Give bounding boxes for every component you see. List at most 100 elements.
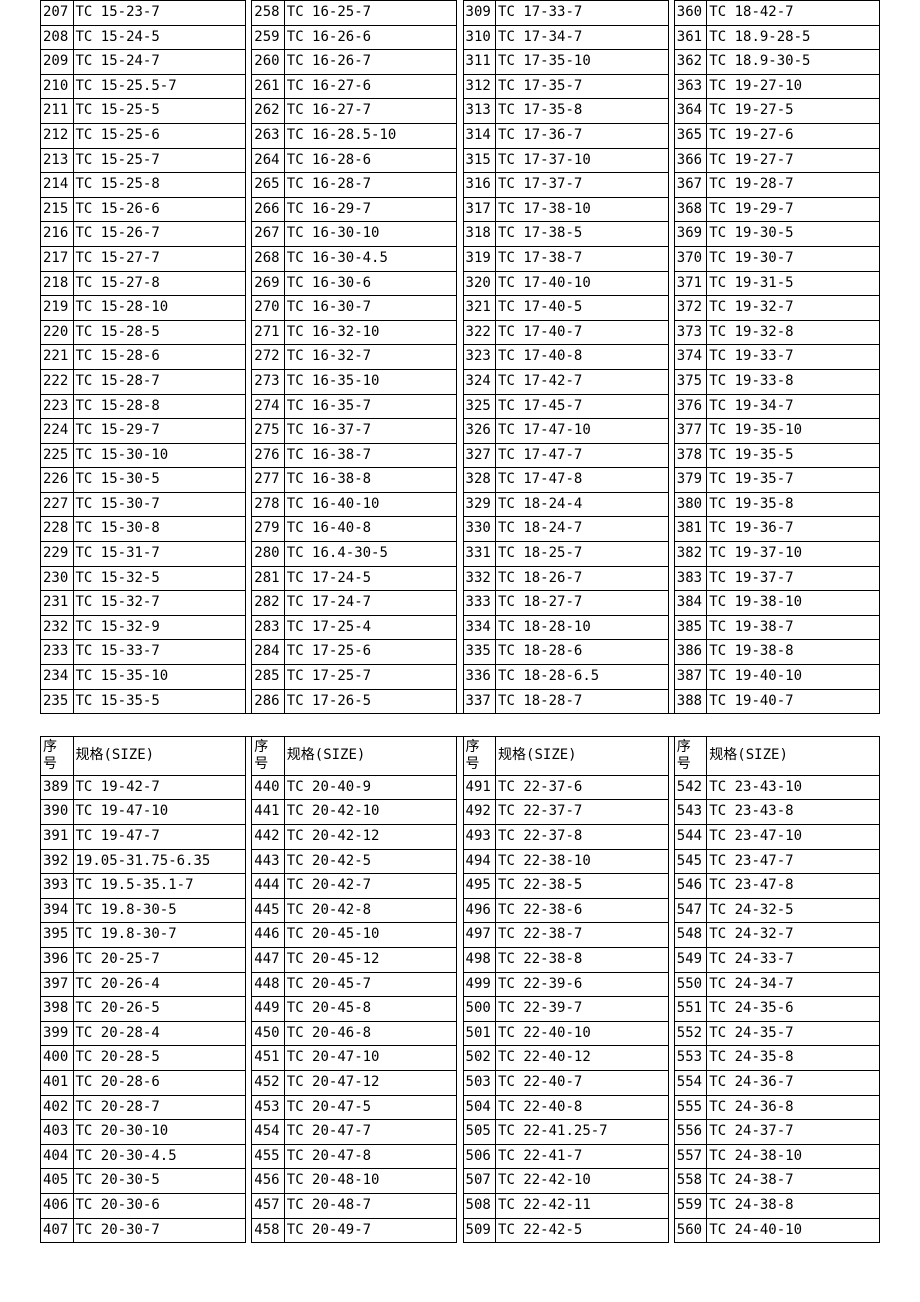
seq-cell: 383 bbox=[674, 566, 707, 591]
seq-cell: 228 bbox=[41, 517, 74, 542]
spec-cell: TC 24-36-7 bbox=[707, 1070, 880, 1095]
seq-cell: 333 bbox=[463, 591, 496, 616]
spec-cell: TC 24-37-7 bbox=[707, 1120, 880, 1145]
seq-cell: 491 bbox=[463, 775, 496, 800]
seq-cell: 218 bbox=[41, 271, 74, 296]
spec-cell: TC 19-27-6 bbox=[707, 123, 880, 148]
seq-cell: 217 bbox=[41, 246, 74, 271]
header-seq: 序号 bbox=[674, 737, 707, 776]
spec-cell: TC 16-28.5-10 bbox=[284, 123, 457, 148]
spec-cell: TC 18-25-7 bbox=[496, 542, 669, 567]
seq-cell: 406 bbox=[41, 1193, 74, 1218]
spec-cell: TC 23-43-8 bbox=[707, 800, 880, 825]
seq-cell: 503 bbox=[463, 1070, 496, 1095]
seq-cell: 325 bbox=[463, 394, 496, 419]
spec-cell: TC 19-35-10 bbox=[707, 419, 880, 444]
spec-cell: TC 19-32-8 bbox=[707, 320, 880, 345]
spec-cell: TC 24-32-7 bbox=[707, 923, 880, 948]
seq-cell: 207 bbox=[41, 1, 74, 26]
seq-cell: 455 bbox=[252, 1144, 285, 1169]
spec-cell: TC 17-24-7 bbox=[284, 591, 457, 616]
seq-cell: 214 bbox=[41, 173, 74, 198]
seq-cell: 315 bbox=[463, 148, 496, 173]
seq-cell: 213 bbox=[41, 148, 74, 173]
seq-cell: 219 bbox=[41, 296, 74, 321]
spec-cell: TC 18-28-7 bbox=[496, 689, 669, 714]
seq-cell: 285 bbox=[252, 665, 285, 690]
seq-cell: 334 bbox=[463, 615, 496, 640]
spec-cell: TC 17-42-7 bbox=[496, 369, 669, 394]
seq-cell: 312 bbox=[463, 74, 496, 99]
seq-cell: 362 bbox=[674, 50, 707, 75]
seq-cell: 394 bbox=[41, 898, 74, 923]
seq-cell: 361 bbox=[674, 25, 707, 50]
seq-cell: 267 bbox=[252, 222, 285, 247]
seq-cell: 456 bbox=[252, 1169, 285, 1194]
seq-cell: 399 bbox=[41, 1021, 74, 1046]
spec-cell: TC 16-30-4.5 bbox=[284, 246, 457, 271]
seq-cell: 281 bbox=[252, 566, 285, 591]
seq-cell: 366 bbox=[674, 148, 707, 173]
spec-cell: TC 17-45-7 bbox=[496, 394, 669, 419]
spec-cell: TC 19-31-5 bbox=[707, 271, 880, 296]
spec-cell: TC 22-38-6 bbox=[496, 898, 669, 923]
spec-cell: TC 17-40-10 bbox=[496, 271, 669, 296]
spec-cell: TC 22-42-10 bbox=[496, 1169, 669, 1194]
spec-cell: TC 24-34-7 bbox=[707, 972, 880, 997]
seq-cell: 272 bbox=[252, 345, 285, 370]
seq-cell: 543 bbox=[674, 800, 707, 825]
header-spec: 规格(SIZE) bbox=[73, 737, 246, 776]
spec-cell: TC 16-40-8 bbox=[284, 517, 457, 542]
seq-cell: 227 bbox=[41, 492, 74, 517]
spec-cell: TC 17-25-4 bbox=[284, 615, 457, 640]
seq-cell: 277 bbox=[252, 468, 285, 493]
seq-cell: 452 bbox=[252, 1070, 285, 1095]
spec-cell: TC 15-29-7 bbox=[73, 419, 246, 444]
spec-cell: TC 20-47-8 bbox=[284, 1144, 457, 1169]
seq-cell: 389 bbox=[41, 775, 74, 800]
seq-cell: 374 bbox=[674, 345, 707, 370]
spec-cell: TC 17-40-5 bbox=[496, 296, 669, 321]
spec-cell: TC 19-27-10 bbox=[707, 74, 880, 99]
spec-cell: TC 19-37-10 bbox=[707, 542, 880, 567]
spec-cell: TC 20-42-5 bbox=[284, 849, 457, 874]
seq-cell: 492 bbox=[463, 800, 496, 825]
seq-cell: 382 bbox=[674, 542, 707, 567]
seq-cell: 442 bbox=[252, 825, 285, 850]
seq-cell: 262 bbox=[252, 99, 285, 124]
seq-cell: 443 bbox=[252, 849, 285, 874]
seq-cell: 551 bbox=[674, 997, 707, 1022]
spec-cell: TC 19-27-7 bbox=[707, 148, 880, 173]
seq-cell: 387 bbox=[674, 665, 707, 690]
seq-cell: 313 bbox=[463, 99, 496, 124]
header-seq: 序号 bbox=[463, 737, 496, 776]
spec-cell: TC 17-37-10 bbox=[496, 148, 669, 173]
seq-cell: 498 bbox=[463, 947, 496, 972]
spec-cell: TC 24-33-7 bbox=[707, 947, 880, 972]
spec-cell: TC 19-33-7 bbox=[707, 345, 880, 370]
spec-cell: TC 20-42-12 bbox=[284, 825, 457, 850]
seq-cell: 550 bbox=[674, 972, 707, 997]
seq-cell: 500 bbox=[463, 997, 496, 1022]
spec-cell: TC 24-35-7 bbox=[707, 1021, 880, 1046]
seq-cell: 496 bbox=[463, 898, 496, 923]
spec-cell: TC 17-34-7 bbox=[496, 25, 669, 50]
spec-cell: TC 15-32-9 bbox=[73, 615, 246, 640]
spec-cell: TC 22-40-8 bbox=[496, 1095, 669, 1120]
spec-cell: TC 24-35-6 bbox=[707, 997, 880, 1022]
spec-cell: TC 15-23-7 bbox=[73, 1, 246, 26]
seq-cell: 555 bbox=[674, 1095, 707, 1120]
spec-cell: TC 20-47-10 bbox=[284, 1046, 457, 1071]
seq-cell: 558 bbox=[674, 1169, 707, 1194]
spec-cell: TC 20-25-7 bbox=[73, 947, 246, 972]
seq-cell: 363 bbox=[674, 74, 707, 99]
seq-cell: 283 bbox=[252, 615, 285, 640]
spec-cell: TC 16-26-7 bbox=[284, 50, 457, 75]
spec-cell: TC 17-47-7 bbox=[496, 443, 669, 468]
spec-cell: TC 17-40-8 bbox=[496, 345, 669, 370]
seq-cell: 230 bbox=[41, 566, 74, 591]
seq-cell: 449 bbox=[252, 997, 285, 1022]
seq-cell: 497 bbox=[463, 923, 496, 948]
seq-cell: 457 bbox=[252, 1193, 285, 1218]
spec-cell: TC 15-27-7 bbox=[73, 246, 246, 271]
